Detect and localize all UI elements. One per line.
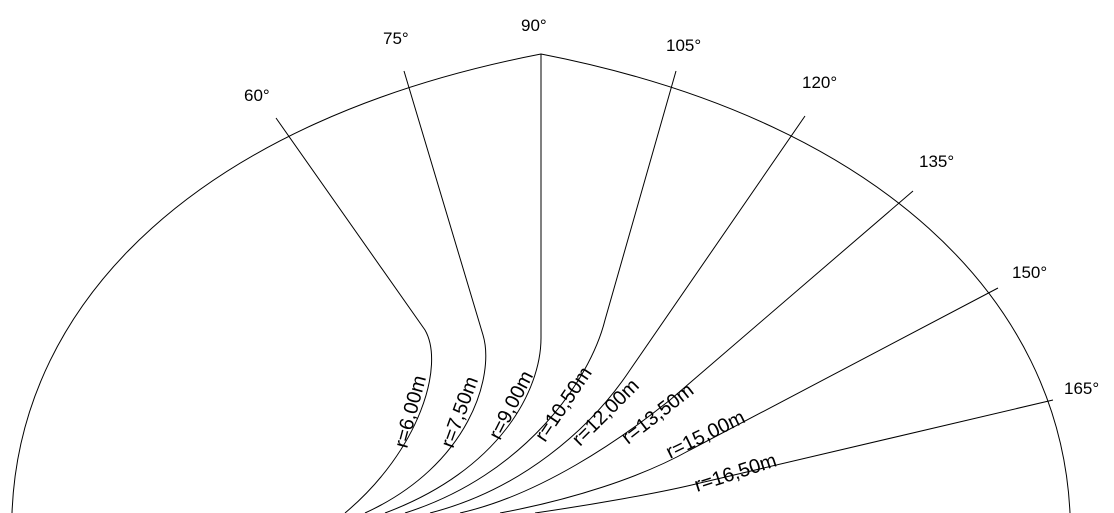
path-165 xyxy=(534,399,1054,513)
path-135 xyxy=(459,190,914,513)
path-150 xyxy=(499,287,999,513)
path-120 xyxy=(429,115,806,513)
radius-label-7-5: r=7,50m xyxy=(437,374,483,451)
radius-label-16-5: r=16,50m xyxy=(692,450,780,497)
angle-label-105: 105° xyxy=(666,36,701,55)
angle-label-90: 90° xyxy=(521,16,547,35)
radius-label-9: r=9,00m xyxy=(485,367,538,443)
radius-label-15: r=15,00m xyxy=(663,406,749,463)
angle-label-135: 135° xyxy=(919,152,954,171)
angle-label-165: 165° xyxy=(1064,379,1099,398)
radius-label-6: r=6,00m xyxy=(391,373,431,450)
path-60 xyxy=(275,117,432,513)
angle-label-120: 120° xyxy=(802,73,837,92)
angle-label-60: 60° xyxy=(244,86,270,105)
path-90 xyxy=(384,54,542,513)
path-105 xyxy=(404,70,677,513)
angle-label-75: 75° xyxy=(383,29,409,48)
path-75 xyxy=(364,70,487,513)
angle-label-150: 150° xyxy=(1012,263,1047,282)
